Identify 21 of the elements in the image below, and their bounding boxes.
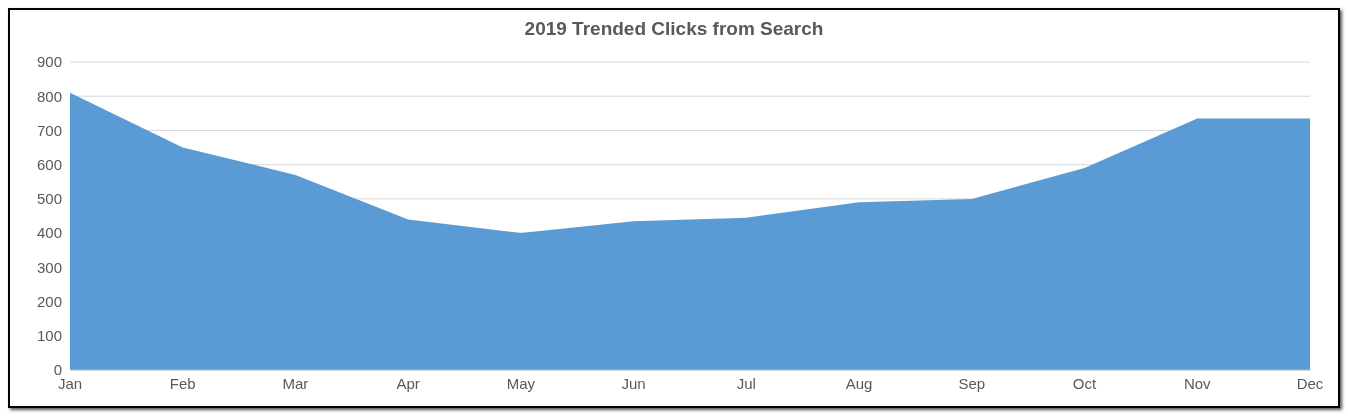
y-tick-label: 100 — [36, 327, 62, 345]
y-tick-label: 400 — [36, 224, 62, 242]
chart-title: 2019 Trended Clicks from Search — [523, 17, 825, 41]
y-tick-label: 700 — [36, 121, 62, 139]
x-tick-label: Feb — [169, 374, 196, 392]
x-tick-label: Apr — [396, 374, 420, 392]
y-tick-label: 900 — [36, 53, 62, 71]
x-tick-label: Jun — [621, 374, 646, 392]
y-tick-label: 800 — [36, 87, 62, 105]
y-tick-label: 600 — [36, 155, 62, 173]
x-tick-label: May — [506, 374, 536, 392]
x-tick-label: Sep — [958, 374, 986, 392]
x-tick-label: Nov — [1183, 374, 1212, 392]
x-tick-label: Aug — [845, 374, 873, 392]
x-tick-label: Dec — [1296, 374, 1324, 392]
x-tick-label: Mar — [282, 374, 309, 392]
y-tick-label: 500 — [36, 190, 62, 208]
x-tick-label: Oct — [1072, 374, 1098, 392]
x-tick-label: Jul — [736, 374, 756, 392]
y-tick-label: 300 — [36, 258, 62, 276]
y-tick-label: 200 — [36, 292, 62, 310]
